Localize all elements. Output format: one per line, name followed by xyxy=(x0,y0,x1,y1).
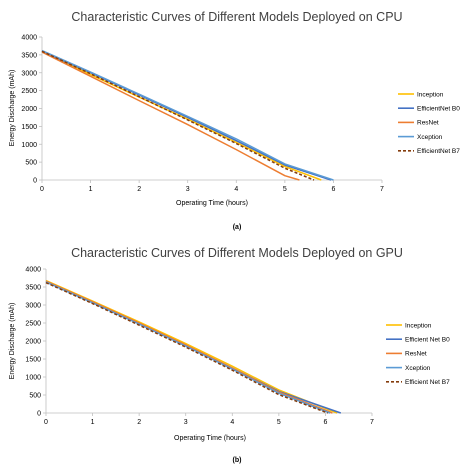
y-tick-label: 2000 xyxy=(25,339,41,346)
legend-label: Efficient Net B7 xyxy=(405,379,450,386)
x-tick-label: 2 xyxy=(137,419,141,426)
y-tick-label: 1500 xyxy=(25,357,41,364)
y-tick-label: 3000 xyxy=(25,303,41,310)
legend-label: EfficientNet B0 xyxy=(417,106,460,113)
y-tick-label: 1000 xyxy=(25,375,41,382)
x-tick-label: 0 xyxy=(40,186,44,193)
chart-panel-gpu: Characteristic Curves of Different Model… xyxy=(9,246,450,464)
x-axis-label: Operating Time (hours) xyxy=(176,200,248,207)
y-tick-label: 4000 xyxy=(21,35,37,42)
x-tick-label: 3 xyxy=(186,186,190,193)
y-tick-label: 3500 xyxy=(25,285,41,292)
legend-label: ResNet xyxy=(417,120,439,127)
series-line-resnet xyxy=(41,51,300,181)
x-tick-label: 4 xyxy=(234,186,238,193)
y-axis-label: Energy Discharge (mAh) xyxy=(9,303,16,380)
x-tick-label: 4 xyxy=(230,419,234,426)
x-tick-label: 7 xyxy=(380,186,384,193)
x-tick-label: 1 xyxy=(89,186,93,193)
legend-label: Inception xyxy=(417,91,444,98)
y-tick-label: 0 xyxy=(33,178,37,185)
x-tick-label: 1 xyxy=(91,419,95,426)
y-tick-label: 3000 xyxy=(21,70,37,77)
x-tick-label: 5 xyxy=(283,186,287,193)
y-tick-label: 0 xyxy=(37,411,41,418)
legend-label: Xception xyxy=(405,365,431,372)
series-line-resnet xyxy=(45,280,333,414)
y-tick-label: 3500 xyxy=(21,52,37,59)
y-tick-label: 2500 xyxy=(21,88,37,95)
y-tick-label: 4000 xyxy=(25,267,41,274)
legend-label: Xception xyxy=(417,134,443,141)
panel-caption: (b) xyxy=(233,457,242,464)
legend-label: EfficientNet B7 xyxy=(417,148,460,155)
y-tick-label: 500 xyxy=(25,160,37,167)
legend-label: ResNet xyxy=(405,351,427,358)
y-tick-label: 2000 xyxy=(21,106,37,113)
x-axis-label: Operating Time (hours) xyxy=(174,435,246,442)
series-line-xception xyxy=(41,49,334,181)
legend-label: Efficient Net B0 xyxy=(405,337,450,344)
legend-label: Inception xyxy=(405,322,432,329)
series-line-efficientnet-b7 xyxy=(41,50,315,181)
x-tick-label: 7 xyxy=(370,419,374,426)
panel-caption: (a) xyxy=(233,224,242,231)
chart-panel-cpu: Characteristic Curves of Different Model… xyxy=(9,10,460,231)
x-tick-label: 5 xyxy=(277,419,281,426)
chart-title: Characteristic Curves of Different Model… xyxy=(71,246,403,260)
x-tick-label: 0 xyxy=(44,419,48,426)
x-tick-label: 6 xyxy=(323,419,327,426)
x-tick-label: 6 xyxy=(331,186,335,193)
y-axis-label: Energy Discharge (mAh) xyxy=(9,70,16,147)
series-line-efficient-net-b7 xyxy=(45,281,329,414)
y-tick-label: 1500 xyxy=(21,124,37,131)
y-tick-label: 1000 xyxy=(21,142,37,149)
x-tick-label: 2 xyxy=(137,186,141,193)
y-tick-label: 500 xyxy=(29,393,41,400)
x-tick-label: 3 xyxy=(184,419,188,426)
y-tick-label: 2500 xyxy=(25,321,41,328)
chart-title: Characteristic Curves of Different Model… xyxy=(71,10,402,24)
